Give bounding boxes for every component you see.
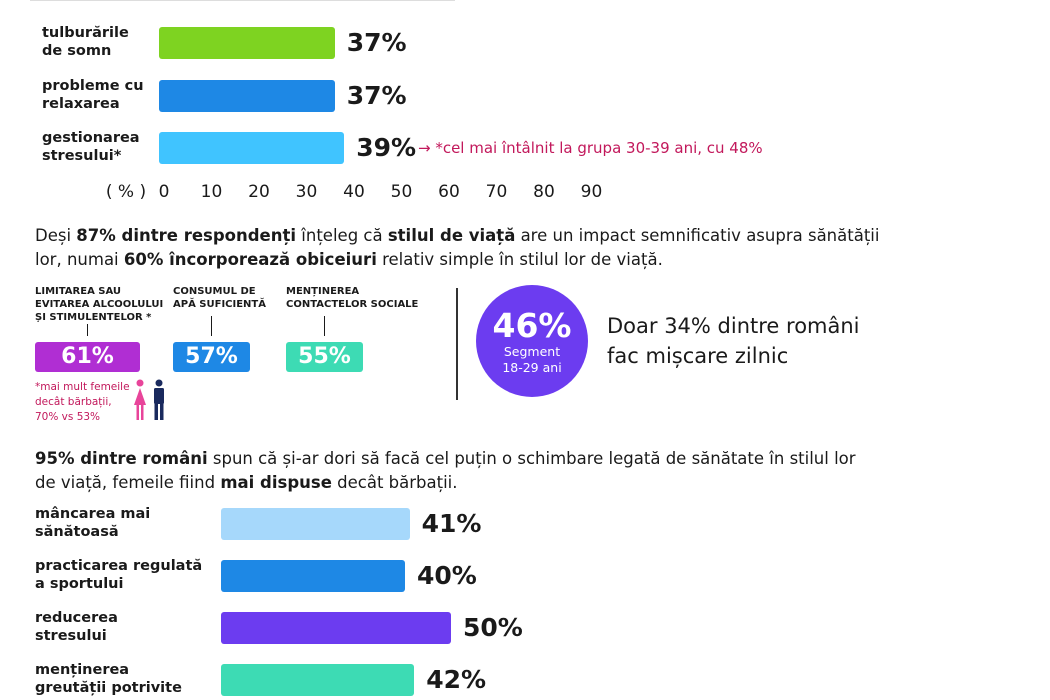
segment-value: 46%	[492, 306, 572, 345]
x-tick-label: 60	[438, 182, 460, 202]
bar	[221, 664, 415, 696]
bar-label: probleme cu relaxarea	[42, 77, 144, 112]
x-tick-label: 80	[533, 182, 555, 202]
female-icon	[134, 379, 146, 420]
stat-pill-social: 55%	[286, 342, 363, 372]
x-tick-label: 0	[158, 182, 170, 202]
stat-tick	[87, 324, 88, 336]
gender-note: *mai mult femeile decât bărbații, 70% vs…	[35, 381, 130, 423]
x-tick-label: 30	[295, 182, 318, 202]
bar-value-label: 41%	[421, 509, 482, 538]
stat-tick	[324, 316, 325, 336]
bar-label: mâncarea mai sănătoasă	[35, 506, 151, 540]
x-tick-label: 50	[390, 182, 413, 202]
bar-value-label: 37%	[346, 28, 407, 57]
segment-label: Segment	[503, 344, 561, 359]
bar-value-label: 37%	[346, 80, 407, 110]
stat-pill-alcohol: 61%	[35, 342, 140, 372]
stat-tick	[211, 316, 212, 336]
x-tick-label: 70	[485, 182, 508, 202]
x-tick-label: 20	[248, 182, 270, 202]
lifestyle-paragraph: Deși 87% dintre respondenți înțeleg că s…	[35, 226, 880, 269]
bar	[221, 508, 410, 540]
bar-value-label: 42%	[426, 665, 487, 694]
gender-icons	[134, 379, 164, 420]
x-tick-label: 90	[580, 182, 603, 202]
bar-label: gestionarea stresului*	[42, 130, 140, 164]
section-divider	[456, 288, 458, 400]
bar-value-label: 40%	[417, 561, 477, 590]
bar	[159, 132, 345, 164]
top-divider	[30, 0, 455, 1]
bar-label: practicarea regulată a sportului	[35, 558, 203, 592]
health-change-paragraph: 95% dintre români spun că și-ar dori să …	[35, 449, 856, 492]
axis-unit-label: ( % )	[105, 182, 147, 202]
x-tick-label: 10	[200, 182, 223, 202]
bar	[159, 27, 335, 59]
bar	[159, 79, 335, 112]
segment-circle: 46% Segment 18-29 ani	[476, 285, 588, 397]
male-icon	[154, 379, 164, 420]
bar	[221, 560, 405, 592]
stat-pill-water: 57%	[173, 342, 250, 372]
age-group-annotation: → *cel mai întâlnit la grupa 30-39 ani, …	[418, 139, 763, 157]
bar	[221, 612, 451, 644]
segment-age: 18-29 ani	[502, 360, 562, 375]
bar-label: menținerea greutății potrivite	[35, 662, 182, 696]
stat-label-alcohol: Limitarea sau evitarea alcoolului și sti…	[35, 286, 164, 323]
stat-label-social: Menținerea contactelor sociale	[286, 286, 419, 310]
bar-value-label: 39%	[356, 133, 417, 162]
bar-value-label: 50%	[463, 613, 523, 642]
daily-movement-text: Doar 34% dintre români fac mișcare zilni…	[607, 314, 860, 368]
x-axis: ( % ) 0 10 20 30 40 50 60 70 80 90	[0, 182, 1050, 204]
stat-label-water: Consumul de apă suficientă	[173, 286, 266, 310]
x-tick-label: 40	[343, 182, 365, 202]
bar-label: reducerea stresului	[35, 610, 118, 644]
bar-label: tulburările de somn	[42, 25, 129, 59]
